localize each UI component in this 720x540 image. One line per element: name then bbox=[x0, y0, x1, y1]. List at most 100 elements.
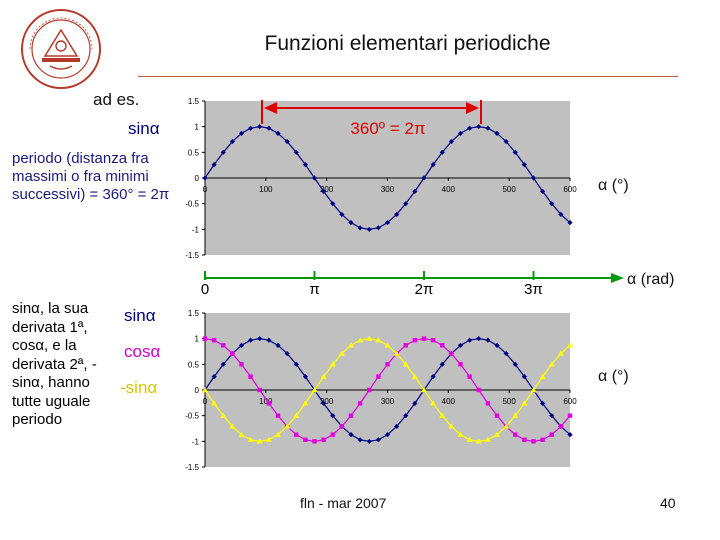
data-point bbox=[239, 362, 244, 367]
data-point bbox=[275, 413, 281, 418]
data-point bbox=[403, 343, 408, 348]
data-point bbox=[348, 342, 354, 348]
data-point bbox=[211, 338, 217, 343]
data-point bbox=[430, 374, 436, 380]
y-tick-label: 0.5 bbox=[188, 148, 200, 157]
data-point bbox=[458, 362, 463, 367]
y-tick-label: 0 bbox=[195, 386, 200, 395]
data-point bbox=[266, 125, 272, 131]
data-point bbox=[485, 401, 491, 406]
data-point bbox=[339, 211, 345, 218]
alpha-degrees-label-bottom: α (°) bbox=[598, 368, 629, 385]
data-point bbox=[330, 432, 335, 437]
data-point bbox=[302, 400, 309, 406]
y-tick-label: -1 bbox=[192, 225, 200, 234]
data-point bbox=[467, 125, 473, 131]
y-tick-label: -1.5 bbox=[185, 463, 199, 472]
x-tick-label: 300 bbox=[381, 397, 395, 406]
x-tick-label: 200 bbox=[320, 185, 334, 194]
y-tick-label: 1.5 bbox=[188, 97, 200, 106]
data-point bbox=[211, 400, 218, 406]
data-point bbox=[512, 412, 519, 418]
data-point bbox=[540, 400, 546, 406]
radian-axis-arrowhead bbox=[611, 273, 624, 283]
data-point bbox=[503, 138, 509, 145]
data-point bbox=[284, 138, 290, 145]
data-point bbox=[384, 220, 391, 226]
data-point bbox=[366, 335, 373, 341]
period-arrow-head-left bbox=[264, 102, 277, 114]
data-point bbox=[403, 201, 409, 207]
data-point bbox=[375, 337, 382, 343]
slide-title: Funzioni elementari periodiche bbox=[264, 32, 551, 55]
x-tick-label: 100 bbox=[259, 185, 273, 194]
data-point bbox=[257, 124, 263, 130]
data-point bbox=[265, 436, 272, 442]
data-point bbox=[430, 162, 436, 168]
data-point bbox=[229, 138, 235, 145]
data-point bbox=[357, 337, 364, 343]
footer-text: fln - mar 2007 bbox=[300, 495, 387, 511]
data-point bbox=[312, 439, 317, 444]
data-point bbox=[448, 138, 454, 145]
data-point bbox=[449, 351, 454, 356]
data-point bbox=[248, 125, 254, 131]
data-point bbox=[567, 413, 573, 418]
data-point bbox=[229, 423, 236, 429]
data-point bbox=[494, 130, 500, 136]
data-point bbox=[311, 175, 318, 181]
data-point bbox=[485, 337, 491, 343]
data-point bbox=[256, 438, 263, 444]
data-point bbox=[557, 350, 564, 356]
data-point bbox=[293, 412, 300, 418]
data-point bbox=[257, 336, 263, 342]
data-point bbox=[330, 413, 336, 419]
legend-cos: cosα bbox=[124, 342, 161, 361]
data-point bbox=[494, 413, 500, 418]
data-point bbox=[530, 387, 537, 393]
data-point bbox=[403, 413, 409, 419]
data-point bbox=[348, 413, 354, 418]
data-point bbox=[303, 437, 308, 442]
period-annotation: 360º = 2π bbox=[350, 119, 425, 138]
data-point bbox=[257, 387, 262, 393]
data-point bbox=[540, 188, 546, 194]
x-tick-label: 500 bbox=[502, 397, 516, 406]
data-point bbox=[238, 342, 245, 348]
period-arrow-head-right bbox=[466, 102, 479, 114]
data-point bbox=[220, 412, 227, 418]
y-tick-label: -0.5 bbox=[185, 200, 199, 209]
data-point bbox=[275, 342, 281, 348]
data-point bbox=[467, 337, 473, 343]
x-tick-label: 400 bbox=[442, 185, 456, 194]
data-point bbox=[439, 149, 445, 155]
data-point bbox=[321, 437, 326, 442]
sin-label: sinα bbox=[128, 119, 160, 138]
data-point bbox=[275, 130, 281, 136]
data-point bbox=[338, 350, 345, 356]
x-tick-label: 400 bbox=[442, 397, 456, 406]
y-tick-label: -1 bbox=[192, 437, 200, 446]
data-point bbox=[531, 439, 536, 444]
data-point bbox=[266, 401, 272, 406]
data-point bbox=[321, 188, 327, 194]
data-point bbox=[293, 361, 299, 367]
y-tick-label: -0.5 bbox=[185, 412, 199, 421]
data-point bbox=[366, 438, 372, 444]
y-tick-label: 1.5 bbox=[188, 309, 200, 318]
data-point bbox=[457, 431, 464, 437]
data-point bbox=[393, 350, 400, 356]
derivatives-description: sinα, la sua derivata 1ª, cosα, e la der… bbox=[12, 300, 97, 428]
data-point bbox=[457, 130, 464, 136]
data-point bbox=[329, 361, 336, 367]
radian-tick-label: π bbox=[309, 281, 319, 298]
data-point bbox=[366, 226, 372, 232]
data-point bbox=[440, 343, 445, 348]
data-point bbox=[367, 387, 372, 393]
data-point bbox=[284, 350, 290, 357]
alpha-radians-label: α (rad) bbox=[627, 271, 675, 288]
data-point bbox=[302, 374, 308, 380]
data-point bbox=[476, 124, 482, 130]
data-point bbox=[484, 436, 491, 442]
data-point bbox=[221, 343, 226, 348]
